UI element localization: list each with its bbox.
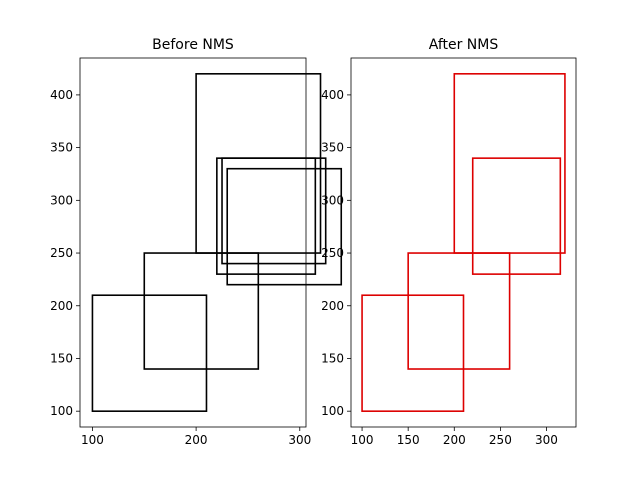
y-tick-label: 250 (321, 246, 344, 260)
bounding-box-2 (143, 252, 260, 370)
x-tick-label: 300 (288, 433, 311, 447)
x-tick-label: 100 (351, 433, 374, 447)
bounding-box-2 (407, 252, 511, 370)
y-tick-label: 300 (50, 193, 73, 207)
chart-panel-2: After NMS 100 150 200 250 300 100 150 200 250 300 3… (321, 37, 577, 447)
bounding-box-6 (226, 167, 343, 286)
y-tick-label: 150 (321, 351, 344, 365)
panel-title: After NMS (429, 37, 499, 53)
y-tick-label: 100 (321, 404, 344, 418)
bounding-box-4 (471, 157, 562, 275)
x-tick-label: 200 (185, 433, 208, 447)
axes-frame (350, 57, 577, 428)
y-tick-label: 200 (321, 299, 344, 313)
axes-frame (79, 57, 307, 428)
x-tick-label: 100 (81, 433, 104, 447)
y-tick-label: 200 (50, 299, 73, 313)
bounding-box-1 (361, 294, 465, 412)
bounding-box-4 (216, 157, 317, 275)
bounding-box-5 (221, 157, 327, 265)
panel-title: Before NMS (152, 37, 234, 53)
y-tick-label: 350 (321, 141, 344, 155)
y-tick-label: 100 (50, 404, 73, 418)
chart-panel-1: Before NMS 100 200 300 100 150 200 250 300 350 400 (50, 37, 343, 447)
y-tick-label: 400 (50, 88, 73, 102)
x-tick-label: 150 (397, 433, 420, 447)
x-tick-label: 300 (535, 433, 558, 447)
y-tick-label: 400 (321, 88, 344, 102)
y-tick-label: 350 (50, 141, 73, 155)
y-tick-label: 150 (50, 351, 73, 365)
bounding-box-3 (453, 73, 566, 254)
bounding-box-3 (195, 73, 322, 254)
bounding-box-1 (91, 294, 208, 412)
x-tick-label: 250 (489, 433, 512, 447)
y-tick-label: 250 (50, 246, 73, 260)
y-tick-label: 300 (321, 193, 344, 207)
x-tick-label: 200 (443, 433, 466, 447)
